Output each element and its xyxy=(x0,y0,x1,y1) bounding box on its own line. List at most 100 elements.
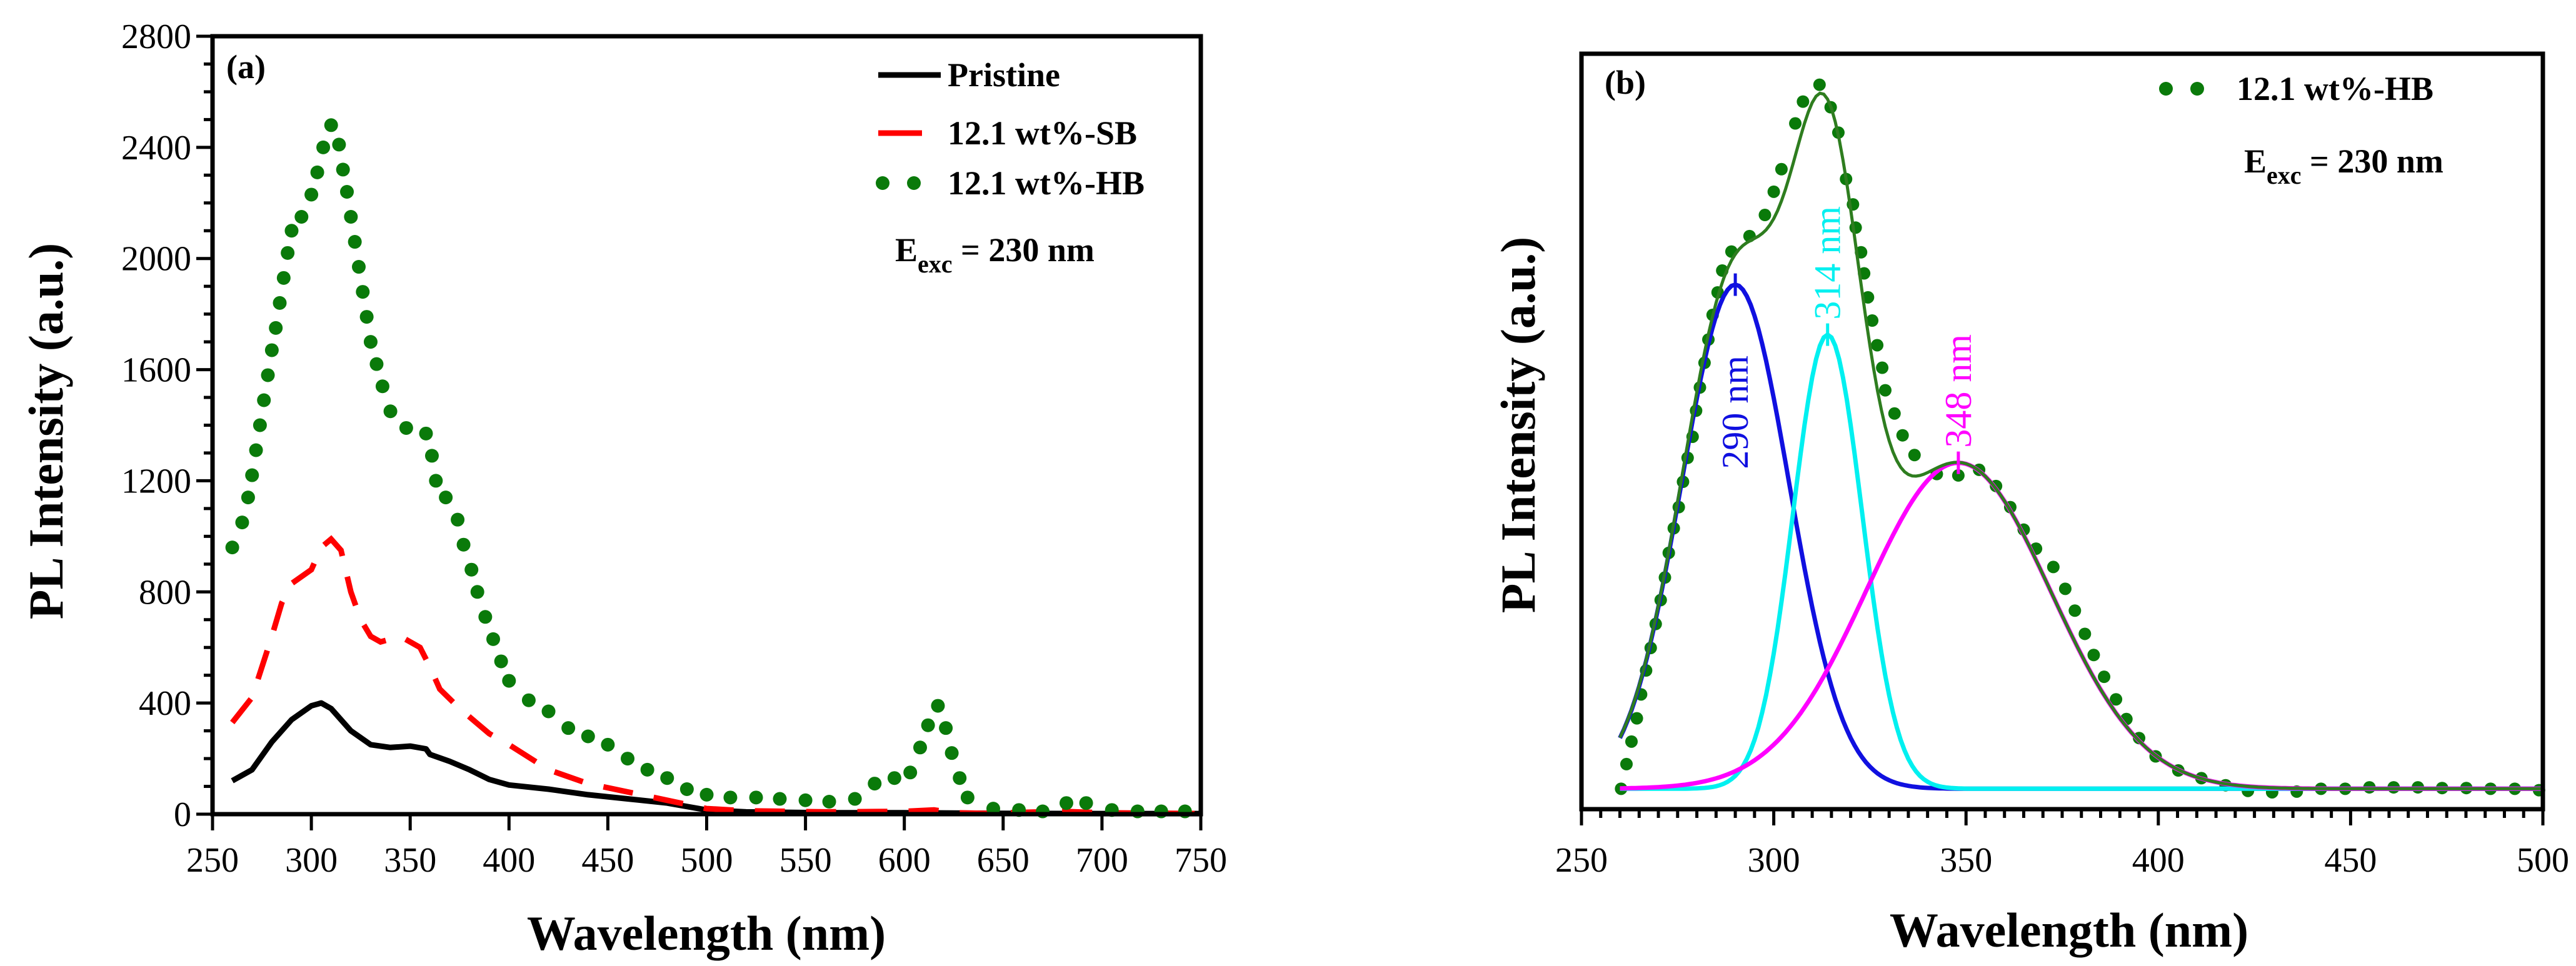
series-hb-point xyxy=(521,693,536,707)
series-hb-point xyxy=(273,296,287,310)
series-hb-point xyxy=(640,762,654,777)
series-hb-point xyxy=(773,792,787,806)
series-hb-point xyxy=(261,368,275,382)
series-hb-point xyxy=(1630,712,1643,725)
series-hb-point xyxy=(1908,449,1921,462)
panel-a-legend: Pristine 12.1 wt%-SB 12.1 wt%-HB xyxy=(876,56,1145,202)
series-sb-line xyxy=(230,535,1201,817)
panel-a-chart: (a) Wavelength (nm) PL Intensity (a.u.) … xyxy=(19,17,1227,960)
series-hb-point xyxy=(1896,429,1909,442)
legend-hb-swatch-dot xyxy=(907,176,921,190)
annotation-rest: = 230 nm xyxy=(2302,142,2443,180)
y-tick-label: 2000 xyxy=(121,240,191,279)
fit-peak-348-curve xyxy=(1620,461,2543,791)
series-hb-point xyxy=(868,777,882,791)
series-hb-point xyxy=(887,771,901,785)
series-hb-point xyxy=(241,490,255,505)
x-tick-label: 600 xyxy=(878,841,931,880)
y-tick-label: 400 xyxy=(139,684,191,723)
y-tick-label: 1600 xyxy=(121,351,191,390)
series-hb-point xyxy=(1775,162,1788,176)
x-tick-label: 700 xyxy=(1076,841,1128,880)
series-hb-point xyxy=(1866,314,1879,327)
x-tick-label: 750 xyxy=(1175,841,1227,880)
series-hb-point xyxy=(276,271,291,285)
series-hb-point xyxy=(1620,757,1633,770)
series-hb-point xyxy=(363,335,378,349)
series-hb-point xyxy=(822,794,836,809)
series-hb-point xyxy=(561,721,576,735)
panel-b-y-axis-title: PL Intensity (a.u.) xyxy=(1491,237,1545,613)
series-hb-point xyxy=(225,540,239,555)
series-hb-point xyxy=(269,321,283,335)
x-tick-label: 300 xyxy=(285,841,338,880)
series-hb-point xyxy=(903,765,918,780)
series-hb-point xyxy=(419,426,433,441)
series-hb-point xyxy=(281,246,295,260)
y-tick-label: 2400 xyxy=(121,129,191,167)
series-hb-point xyxy=(235,515,249,530)
panel-a-plot-frame xyxy=(210,34,1203,817)
annotation-subscript: exc xyxy=(918,250,953,278)
x-tick-label: 650 xyxy=(977,841,1030,880)
series-hb-point xyxy=(2098,670,2111,684)
series-hb-point xyxy=(494,654,508,669)
x-tick-label: 300 xyxy=(1748,841,1800,880)
series-hb-point xyxy=(660,771,674,785)
series-hb-point xyxy=(1813,78,1826,91)
series-hb-point xyxy=(316,140,331,154)
series-hb-point xyxy=(486,632,501,646)
series-hb-point xyxy=(1789,117,1802,130)
series-hb-point xyxy=(424,449,439,463)
series-hb-point xyxy=(304,187,319,202)
series-hb-point xyxy=(369,357,384,371)
series-hb-point xyxy=(699,787,714,802)
x-tick-label: 500 xyxy=(2517,841,2569,880)
panel-a-label: (a) xyxy=(226,48,266,86)
series-hb-point xyxy=(1625,735,1638,748)
series-hb-point xyxy=(294,210,309,224)
series-hb-point xyxy=(960,790,975,805)
series-hb-point xyxy=(253,418,267,432)
panel-a-y-axis-title: PL Intensity (a.u.) xyxy=(19,243,73,619)
series-hb-point xyxy=(502,674,516,688)
series-hb-point xyxy=(399,421,413,435)
x-tick-label: 450 xyxy=(581,841,634,880)
series-hb-point xyxy=(541,704,556,719)
legend-hb-label: 12.1 wt%-HB xyxy=(2237,70,2433,107)
panel-b-x-axis-title: Wavelength (nm) xyxy=(1890,903,2248,957)
series-hb-point xyxy=(340,185,354,199)
series-hb-point xyxy=(375,379,389,394)
series-hb-point xyxy=(2087,649,2100,662)
x-tick-label: 400 xyxy=(2132,841,2185,880)
x-tick-label: 250 xyxy=(1555,841,1608,880)
x-tick-label: 400 xyxy=(483,841,535,880)
series-hb-point xyxy=(953,771,967,785)
x-tick-label: 500 xyxy=(681,841,733,880)
series-hb-point xyxy=(348,235,362,249)
series-hb-point xyxy=(749,790,763,805)
series-hb-point xyxy=(679,782,694,796)
series-hb-point xyxy=(478,610,493,624)
series-hb-point xyxy=(324,118,338,132)
peak-348-label: 348 nm xyxy=(1938,334,1979,448)
panel-b-chart: (b) Wavelength (nm) PL Intensity (a.u.) … xyxy=(1491,51,2569,957)
x-tick-label: 450 xyxy=(2324,841,2377,880)
peak-314-label: 314 nm xyxy=(1807,206,1848,320)
legend-hb-swatch-dot xyxy=(2190,82,2204,96)
series-hb-point xyxy=(1079,796,1093,810)
series-hb-point xyxy=(336,162,350,177)
panel-b-legend: 12.1 wt%-HB xyxy=(2159,70,2433,107)
legend-hb-label: 12.1 wt%-HB xyxy=(948,164,1145,202)
panel-a-x-axis-title: Wavelength (nm) xyxy=(527,906,886,960)
series-hb-point xyxy=(1797,95,1810,108)
x-tick-label: 350 xyxy=(384,841,436,880)
series-hb-point xyxy=(249,443,263,457)
series-hb-point xyxy=(1952,469,1965,482)
series-hb-point xyxy=(470,585,484,599)
series-hb-point xyxy=(2068,604,2082,617)
series-hb-point xyxy=(945,746,959,760)
series-hb-point xyxy=(284,224,299,238)
panel-a-excitation-annotation: Eexc = 230 nm xyxy=(895,231,1095,278)
legend-hb-swatch-dot xyxy=(2159,82,2173,96)
